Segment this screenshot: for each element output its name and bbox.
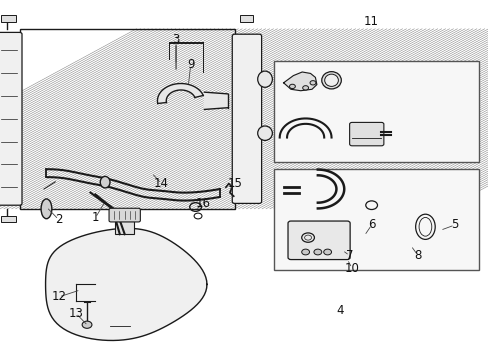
FancyBboxPatch shape [349,122,383,146]
Text: 14: 14 [154,177,168,190]
Ellipse shape [324,74,338,86]
Text: 3: 3 [172,33,180,46]
Text: 11: 11 [364,15,378,28]
Text: 2: 2 [55,213,62,226]
Ellipse shape [321,72,341,89]
Polygon shape [45,228,206,341]
FancyBboxPatch shape [109,208,140,222]
Ellipse shape [257,126,272,140]
Text: 1: 1 [91,211,99,224]
Polygon shape [157,84,203,104]
Text: 10: 10 [344,262,359,275]
Circle shape [313,249,321,255]
Text: 5: 5 [450,219,458,231]
Text: 12: 12 [51,291,66,303]
Ellipse shape [41,199,52,219]
Polygon shape [283,72,316,91]
Bar [1,15,16,22]
Text: 13: 13 [68,307,83,320]
Text: 16: 16 [195,197,210,210]
Text: 6: 6 [367,219,375,231]
Text: 7: 7 [345,249,353,262]
Bar [1,216,16,222]
Text: 8: 8 [413,249,421,262]
Circle shape [302,86,308,90]
Ellipse shape [100,176,110,188]
Polygon shape [204,92,227,109]
Ellipse shape [257,71,272,87]
Bar [115,220,134,234]
FancyBboxPatch shape [287,221,349,260]
FancyBboxPatch shape [232,34,261,203]
Bar [273,61,478,162]
FancyBboxPatch shape [0,32,22,205]
Bar [273,169,478,270]
Circle shape [82,321,92,328]
Bar [239,15,253,22]
Text: 4: 4 [335,304,343,317]
Circle shape [309,81,315,85]
Circle shape [323,249,331,255]
Circle shape [289,84,295,89]
Bar [20,29,234,209]
Text: 15: 15 [227,177,242,190]
Circle shape [301,249,309,255]
Text: 9: 9 [186,58,194,71]
